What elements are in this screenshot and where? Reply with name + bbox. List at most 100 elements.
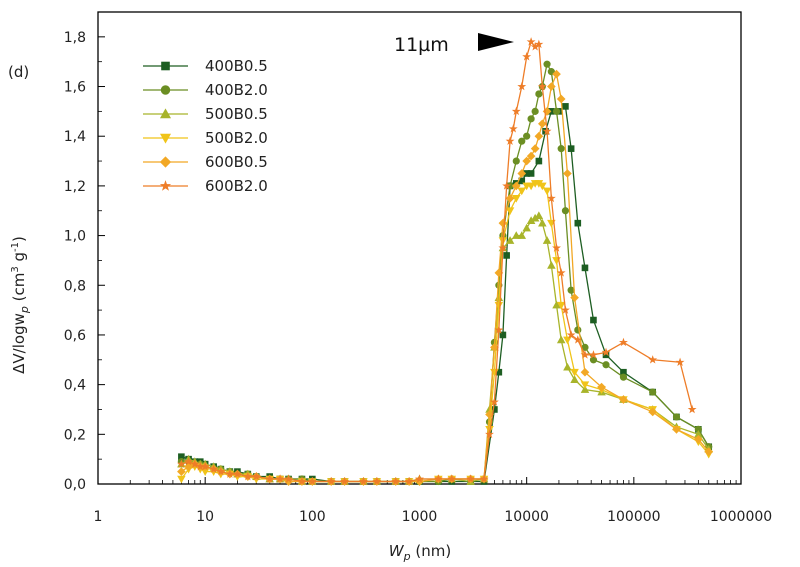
x-tick-label: 100000 [607,509,660,525]
data-point [542,236,552,244]
series-400B2.0 [177,60,713,486]
data-point [284,474,293,483]
data-point [190,459,200,468]
data-point [517,169,527,178]
data-point [326,476,336,486]
data-point [538,182,547,191]
data-point [563,362,572,371]
y-tick-label: 1,0 [64,229,86,245]
data-point [547,68,555,76]
series-layer [176,37,714,486]
data-point [243,471,253,481]
data-point [522,52,532,61]
legend-marker [159,156,172,168]
data-point [340,476,350,486]
data-point [687,404,697,414]
data-point [526,37,536,46]
data-point [505,207,515,216]
x-axis-title-sub: p [403,550,411,563]
data-point [648,355,658,364]
data-point [556,94,566,104]
y-axis-title: ΔV/logwp (cm3 g-1) [10,236,31,374]
y-axis-tick-labels: 0,0 0,2 0,4 0,6 0,8 1,0 1,2 1,4 1,6 1,8 [64,30,86,493]
data-point [552,243,561,252]
data-point [498,243,508,252]
data-point [505,193,515,203]
y-tick-label: 1,4 [64,129,86,145]
data-point [563,169,572,178]
legend-label: 400B0.5 [205,57,268,75]
data-point [523,132,531,140]
data-point [675,357,685,367]
legend-entry: 500B2.0 [143,129,268,147]
data-point [359,476,368,486]
data-point [184,456,193,466]
data-point [415,474,424,483]
x-tick-label: 10000 [504,509,549,525]
data-point [490,343,499,352]
annotation-triangle-marker [478,33,514,51]
x-tick-label: 10 [196,509,214,525]
data-point [512,195,521,203]
data-point [580,350,590,359]
legend-label: 500B2.0 [205,129,268,147]
data-point [580,367,590,377]
data-point [527,170,535,177]
data-point [502,181,512,190]
x-tick-label: 1000 [402,509,438,525]
x-axis-tick-labels: 1 10 100 1000 10000 100000 1000000 [94,509,773,525]
legend: 400B0.5 400B2.0 500B0.5 500B2.0 600B0.5 600B2… [143,57,268,195]
y-tick-label: 0,0 [64,477,86,493]
y-tick-label: 1,6 [64,80,86,96]
data-point [546,193,556,203]
data-point [566,330,576,339]
plot-area-frame [97,11,742,485]
data-point [552,107,561,115]
series-line [181,63,710,483]
axis-ticks [97,36,742,485]
legend-marker [161,61,170,71]
series-line [180,182,710,483]
data-point [672,413,681,421]
data-point [567,145,575,152]
data-point [580,381,590,389]
data-point [479,474,489,483]
data-point [511,181,521,191]
data-point [534,39,544,49]
data-point [176,459,186,468]
legend-label: 600B0.5 [205,153,268,171]
data-point [570,368,579,377]
data-point [522,223,531,232]
data-point [505,236,515,244]
data-point [573,335,583,344]
data-point [648,407,658,417]
data-point [522,156,531,166]
data-point [297,476,307,486]
data-point [307,476,317,486]
annotation-text: 11µm [394,34,449,56]
legend-label: 500B0.5 [205,105,268,123]
data-point [485,429,494,439]
data-point [537,81,547,91]
data-point [672,425,681,434]
legend-entry: 600B0.5 [143,153,268,171]
data-point [561,207,570,215]
data-point [508,124,518,133]
data-point [200,461,210,471]
data-point [547,82,556,91]
data-point [511,106,521,116]
data-point [574,219,582,227]
data-point [542,187,552,196]
x-axis-title-symbol: W [389,542,405,560]
x-axis-title: Wp (nm) [389,542,451,563]
data-point [580,385,590,393]
legend-entry: 600B2.0 [143,177,268,195]
data-point [649,388,657,396]
data-point [177,475,186,484]
data-point [505,136,515,145]
data-point [543,60,551,68]
series-600B2.0 [176,37,697,486]
data-point [503,252,510,259]
data-point [557,145,565,153]
data-point [531,107,539,115]
